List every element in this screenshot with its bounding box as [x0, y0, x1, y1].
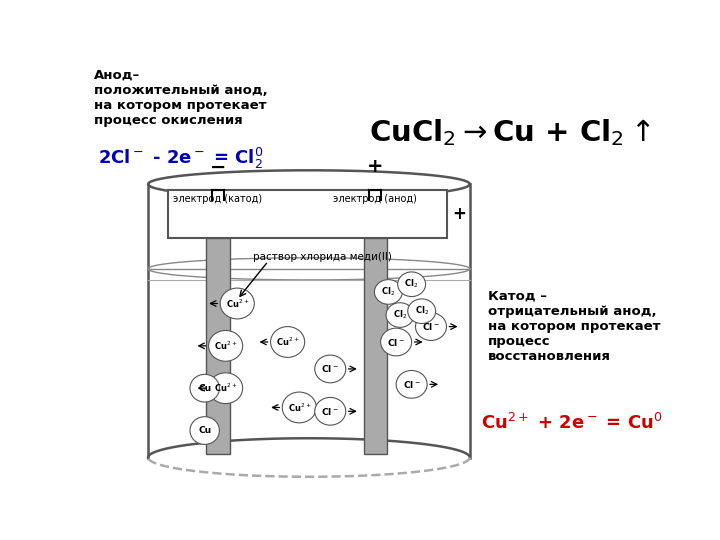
Text: Cu$^{2+}$: Cu$^{2+}$ [287, 401, 311, 414]
Ellipse shape [190, 374, 220, 402]
Ellipse shape [209, 373, 243, 403]
Polygon shape [206, 238, 230, 454]
Ellipse shape [396, 370, 427, 398]
Ellipse shape [315, 397, 346, 425]
Text: Cl$^-$: Cl$^-$ [321, 406, 339, 417]
Text: Cu: Cu [198, 426, 211, 435]
Ellipse shape [415, 313, 446, 340]
Text: Cu$^{2+}$: Cu$^{2+}$ [214, 340, 238, 352]
Text: Cl$_2$: Cl$_2$ [382, 286, 395, 298]
Ellipse shape [209, 330, 243, 361]
Ellipse shape [282, 392, 316, 423]
Text: Cu$^{2+}$: Cu$^{2+}$ [214, 382, 238, 394]
Text: Cl$^-$: Cl$^-$ [387, 336, 405, 348]
Text: +: + [367, 158, 384, 177]
Text: Cu$^{2+}$: Cu$^{2+}$ [276, 336, 300, 348]
Polygon shape [364, 238, 387, 454]
Text: Cl$_2$: Cl$_2$ [405, 278, 419, 291]
Text: раствор хлорида меди(II): раствор хлорида меди(II) [253, 252, 392, 262]
Text: Cl$_2$: Cl$_2$ [393, 309, 407, 321]
Ellipse shape [220, 288, 254, 319]
Text: Анод–
положительный анод,
на котором протекает
процесс окисления: Анод– положительный анод, на котором про… [94, 69, 268, 127]
Text: Cl$_2$: Cl$_2$ [415, 305, 429, 318]
Ellipse shape [190, 417, 220, 444]
Text: электрод (катод): электрод (катод) [174, 194, 262, 204]
Ellipse shape [374, 280, 402, 304]
Text: Cu$^{2+}$: Cu$^{2+}$ [225, 298, 249, 310]
Text: −: − [210, 158, 226, 177]
Polygon shape [168, 190, 446, 238]
Text: +: + [453, 205, 467, 223]
Text: Cl$^-$: Cl$^-$ [422, 321, 440, 332]
Ellipse shape [381, 328, 412, 356]
Text: 2Cl$^-$ - 2e$^-$ = Cl$_2^0$: 2Cl$^-$ - 2e$^-$ = Cl$_2^0$ [98, 146, 263, 171]
Ellipse shape [386, 303, 414, 327]
Ellipse shape [408, 299, 436, 323]
Text: Cu$^{2+}$ + 2e$^-$ = Cu$^0$: Cu$^{2+}$ + 2e$^-$ = Cu$^0$ [482, 413, 663, 433]
Ellipse shape [271, 327, 305, 357]
Text: Катод –
отрицательный анод,
на котором протекает
процесс
восстановления: Катод – отрицательный анод, на котором п… [487, 289, 660, 363]
Text: Cl$^-$: Cl$^-$ [402, 379, 420, 390]
Ellipse shape [397, 272, 426, 296]
Text: CuCl$_2$$\rightarrow$Cu + Cl$_2$$\uparrow$: CuCl$_2$$\rightarrow$Cu + Cl$_2$$\uparro… [369, 117, 651, 148]
Text: Cl$^-$: Cl$^-$ [321, 363, 339, 374]
Text: Cu: Cu [198, 384, 211, 393]
Ellipse shape [315, 355, 346, 383]
Text: электрод (анод): электрод (анод) [333, 194, 417, 204]
